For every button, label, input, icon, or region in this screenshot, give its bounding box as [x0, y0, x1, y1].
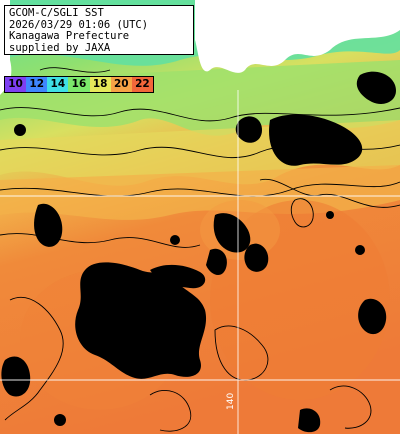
region-name: Kanagawa Prefecture: [9, 30, 130, 42]
temperature-legend: 10 12 14 16 18 20 22: [4, 76, 154, 93]
product-title: GCOM-C/SGLI SST: [9, 7, 104, 19]
legend-cell-12: 12: [26, 77, 48, 92]
longitude-label: 140: [226, 392, 236, 410]
legend-cell-18: 18: [89, 77, 111, 92]
contour-lines: [0, 26, 400, 432]
graticule: [0, 90, 400, 434]
legend-cell-20: 20: [110, 77, 132, 92]
data-supplier: supplied by JAXA: [9, 41, 111, 54]
legend-cell-16: 16: [68, 77, 90, 92]
observation-time: 2026/03/29 01:06 (UTC): [9, 18, 149, 31]
legend-cell-14: 14: [47, 77, 69, 92]
legend-cell-10: 10: [5, 77, 27, 92]
cloud-mask: [1, 71, 396, 433]
legend-cell-22: 22: [131, 77, 153, 92]
info-box: GCOM-C/SGLI SST 2026/03/29 01:06 (UTC) K…: [4, 5, 194, 55]
